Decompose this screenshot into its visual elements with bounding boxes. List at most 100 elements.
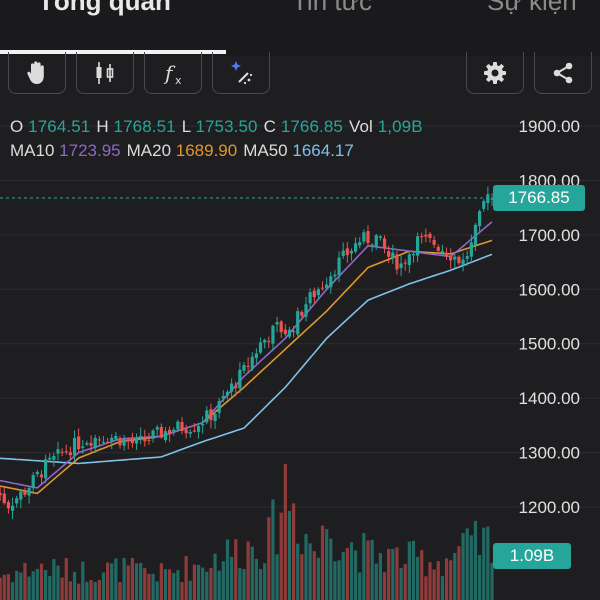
volume-bar xyxy=(267,517,271,600)
volume-bar xyxy=(10,582,15,600)
candle-body xyxy=(209,409,213,421)
tab-overview[interactable]: Tổng quan xyxy=(38,0,171,16)
candle-body xyxy=(159,426,163,438)
indicators-button[interactable]: f x xyxy=(144,52,202,94)
chart-type-button[interactable] xyxy=(76,52,134,94)
volume-bar xyxy=(250,546,254,600)
volume-bar xyxy=(101,572,106,600)
volume-bar xyxy=(358,572,362,600)
volume-bar xyxy=(89,579,93,600)
volume-bar xyxy=(188,580,192,600)
candle-body xyxy=(486,194,490,204)
candle-body xyxy=(374,235,378,248)
volume-bar xyxy=(192,564,196,600)
volume-bar xyxy=(449,560,453,600)
candle-body xyxy=(0,493,2,496)
volume-bar xyxy=(48,576,52,600)
hand-icon xyxy=(27,60,44,84)
candle-body xyxy=(366,231,370,243)
volume-bar xyxy=(370,539,374,600)
price-chart[interactable]: 1900.001800.001700.001600.001500.001400.… xyxy=(0,100,600,600)
volume-bar xyxy=(341,551,345,600)
candle-body xyxy=(267,340,271,342)
candle-body xyxy=(77,436,81,450)
candle-body xyxy=(184,429,188,434)
candlesticks xyxy=(0,186,494,520)
candle-body xyxy=(176,421,180,430)
candle-body xyxy=(234,385,238,389)
volume-bar xyxy=(97,579,101,600)
volume-bar xyxy=(292,503,296,600)
volume-bar xyxy=(453,553,457,600)
drawing-tools-button[interactable] xyxy=(212,52,270,94)
volume-bar xyxy=(64,558,68,600)
candle-body xyxy=(205,410,209,423)
candle-body xyxy=(258,342,263,353)
candle-body xyxy=(349,250,354,254)
hand-tool-button[interactable] xyxy=(8,52,66,94)
candle-body xyxy=(106,442,110,444)
high-value: 1768.51 xyxy=(113,117,176,136)
volume-bar xyxy=(134,563,139,600)
candle-body xyxy=(221,395,225,399)
candle-body xyxy=(490,198,494,200)
candle-body xyxy=(134,438,139,444)
volume-bar xyxy=(151,573,155,600)
settings-button[interactable] xyxy=(466,52,524,94)
candle-body xyxy=(283,329,287,335)
volume-bar xyxy=(473,520,478,600)
candle-body xyxy=(329,276,333,288)
share-button[interactable] xyxy=(534,52,592,94)
volume-bar xyxy=(15,570,19,600)
magic-wand-icon xyxy=(231,60,253,84)
candle-body xyxy=(320,287,325,289)
candle-body xyxy=(428,233,432,238)
volume-bar xyxy=(225,539,230,600)
close-label: C xyxy=(263,117,276,136)
candle-body xyxy=(271,325,275,344)
candle-body xyxy=(168,429,172,434)
volume-bar xyxy=(201,567,205,600)
candle-body xyxy=(469,242,473,257)
volume-bar xyxy=(461,533,465,600)
candle-body xyxy=(19,491,23,500)
candle-body xyxy=(139,436,143,439)
volume-bar xyxy=(2,574,6,600)
volume-bar xyxy=(230,556,234,600)
candle-body xyxy=(420,235,424,237)
ma50-value: 1664.17 xyxy=(292,141,354,160)
candle-body xyxy=(101,441,106,443)
candle-body xyxy=(81,446,85,448)
candle-body xyxy=(126,439,130,442)
current-volume-marker: 1.09B xyxy=(493,543,571,569)
candle-body xyxy=(72,438,77,456)
candle-body xyxy=(52,455,56,460)
tab-events[interactable]: Sự kiện xyxy=(487,0,577,16)
volume-bar xyxy=(486,526,490,600)
candle-body xyxy=(391,252,395,258)
candle-body xyxy=(155,427,159,430)
ma10-value: 1723.95 xyxy=(59,141,121,160)
chart-toolbar: f x xyxy=(0,52,600,100)
volume-bar xyxy=(31,571,35,600)
candle-body xyxy=(188,431,192,434)
candle-body xyxy=(35,472,39,475)
candlestick-icon xyxy=(96,61,114,84)
candle-body xyxy=(337,257,341,276)
volume-bar xyxy=(254,558,258,600)
ma20-label: MA20 xyxy=(126,141,172,160)
volume-bar xyxy=(349,542,354,600)
volume-bar xyxy=(478,555,482,600)
volume-bar xyxy=(180,582,184,600)
volume-bar xyxy=(279,512,283,600)
low-value: 1753.50 xyxy=(195,117,258,136)
candle-body xyxy=(85,443,89,445)
volume-bar xyxy=(263,563,267,600)
volume-bar xyxy=(68,581,72,600)
volume-bar xyxy=(242,569,246,600)
candle-body xyxy=(23,491,27,495)
candle-body xyxy=(296,311,300,335)
volume-bar xyxy=(143,568,147,600)
candle-body xyxy=(56,449,60,454)
tab-news[interactable]: Tin tức xyxy=(292,0,373,16)
